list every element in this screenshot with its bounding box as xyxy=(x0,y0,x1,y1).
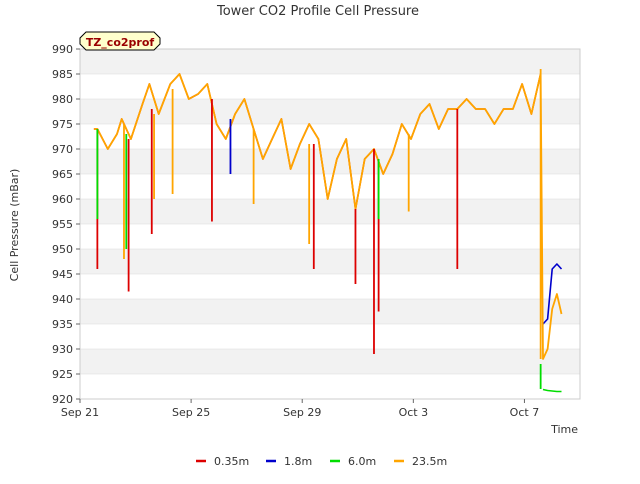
legend-label: 6.0m xyxy=(348,455,376,468)
legend: 0.35m 1.8m 6.0m 23.5m xyxy=(196,455,447,468)
series-line-6_0m xyxy=(542,388,562,393)
plot-band xyxy=(80,324,580,349)
legend-label: 0.35m xyxy=(214,455,249,468)
series-line-23_5m xyxy=(93,73,563,360)
plot-band xyxy=(80,49,580,74)
series-line-1_8m xyxy=(542,263,563,325)
y-tick-label: 990 xyxy=(52,43,73,56)
y-tick-label: 930 xyxy=(52,343,73,356)
y-tick-label: 980 xyxy=(52,93,73,106)
series-layer xyxy=(93,73,563,393)
y-tick-label: 975 xyxy=(52,118,73,131)
y-tick-label: 965 xyxy=(52,168,73,181)
plot-band xyxy=(80,274,580,299)
legend-label: 1.8m xyxy=(284,455,312,468)
x-tick-label: Oct 3 xyxy=(399,406,429,419)
legend-label: 23.5m xyxy=(412,455,447,468)
plot-band xyxy=(80,149,580,174)
plot-band xyxy=(80,349,580,374)
plot-band xyxy=(80,124,580,149)
y-axis-label: Cell Pressure (mBar) xyxy=(8,169,21,282)
y-tick-label: 935 xyxy=(52,318,73,331)
y-tick-label: 940 xyxy=(52,293,73,306)
y-tick-label: 920 xyxy=(52,393,73,406)
y-tick-label: 955 xyxy=(52,218,73,231)
plot-band xyxy=(80,249,580,274)
plot-band xyxy=(80,74,580,99)
x-tick-label: Oct 7 xyxy=(510,406,540,419)
badge-label: TZ_co2prof xyxy=(86,36,155,49)
chart-title: Tower CO2 Profile Cell Pressure xyxy=(216,4,419,19)
plot-band xyxy=(80,224,580,249)
x-tick-label: Sep 25 xyxy=(172,406,210,419)
x-axis-label: Time xyxy=(550,423,578,436)
y-tick-label: 960 xyxy=(52,193,73,206)
plot-bands xyxy=(80,49,580,399)
spike-layer xyxy=(96,69,542,389)
y-tick-label: 945 xyxy=(52,268,73,281)
plot-band xyxy=(80,374,580,399)
badge-shape xyxy=(79,31,161,51)
y-tick-label: 985 xyxy=(52,68,73,81)
plot-band xyxy=(80,199,580,224)
y-tick-label: 970 xyxy=(52,143,73,156)
y-tick-label: 925 xyxy=(52,368,73,381)
x-axis-ticks: Sep 21 Sep 25 Sep 29 Oct 3 Oct 7 xyxy=(61,399,539,419)
site-badge: TZ_co2prof xyxy=(79,31,161,51)
x-tick-label: Sep 29 xyxy=(283,406,321,419)
plot-band xyxy=(80,299,580,324)
y-axis-ticks: 920 925 930 935 940 945 950 955 960 965 970 975 980 9… xyxy=(52,43,80,406)
x-tick-label: Sep 21 xyxy=(61,406,99,419)
y-tick-label: 950 xyxy=(52,243,73,256)
